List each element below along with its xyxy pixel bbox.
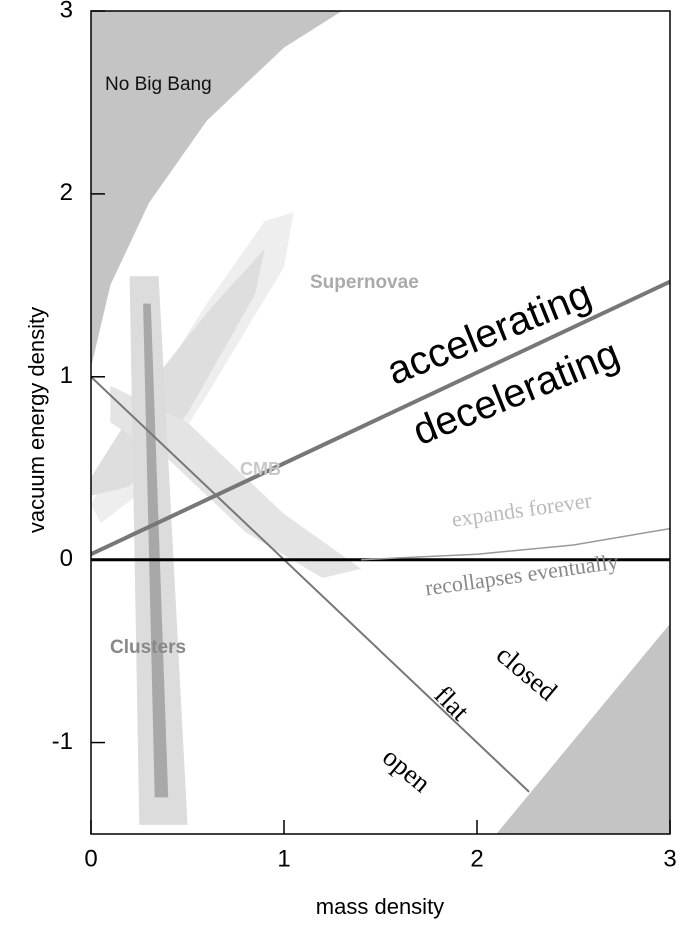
annotation: CMB	[240, 459, 281, 479]
x-tick-label: 1	[277, 845, 290, 872]
x-tick-label: 2	[470, 845, 483, 872]
annotation: Clusters	[110, 637, 186, 658]
region	[143, 303, 169, 798]
annotation: No Big Bang	[105, 74, 212, 95]
plot-area	[90, 11, 671, 834]
y-tick-label: -1	[52, 728, 73, 755]
line	[90, 279, 671, 557]
region	[91, 11, 342, 368]
x-axis-label: mass density	[316, 894, 444, 919]
y-tick-label: 2	[60, 179, 73, 206]
x-tick-label: 3	[663, 845, 676, 872]
annotation: recollapses eventually	[423, 549, 619, 601]
y-tick-label: 0	[60, 545, 73, 572]
line	[90, 376, 530, 793]
y-tick-label: 3	[60, 0, 73, 23]
y-axis-label: vacuum energy density	[24, 307, 49, 533]
region	[110, 385, 362, 578]
y-tick-label: 1	[60, 362, 73, 389]
annotation: Supernovae	[310, 272, 419, 293]
annotation: expands forever	[450, 487, 594, 531]
region	[496, 623, 670, 834]
plot-frame	[90, 10, 671, 835]
line	[361, 527, 671, 561]
annotation: flat	[429, 680, 476, 727]
annotation: closed	[491, 639, 564, 707]
x-tick-label: 0	[84, 845, 97, 872]
annotation: open	[377, 741, 437, 798]
